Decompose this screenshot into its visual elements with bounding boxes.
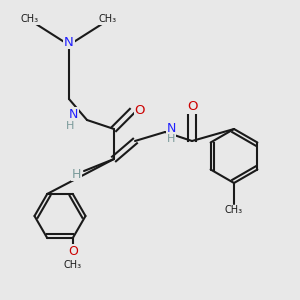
Text: H: H	[72, 167, 81, 181]
Text: O: O	[68, 245, 78, 258]
Text: H: H	[167, 134, 175, 145]
Text: O: O	[134, 104, 145, 118]
Text: CH₃: CH₃	[64, 260, 82, 270]
Text: H: H	[66, 121, 75, 131]
Text: N: N	[69, 107, 78, 121]
Text: O: O	[187, 100, 197, 113]
Text: N: N	[64, 35, 74, 49]
Text: CH₃: CH₃	[99, 14, 117, 25]
Text: N: N	[166, 122, 176, 136]
Text: CH₃: CH₃	[21, 14, 39, 25]
Text: CH₃: CH₃	[225, 205, 243, 215]
